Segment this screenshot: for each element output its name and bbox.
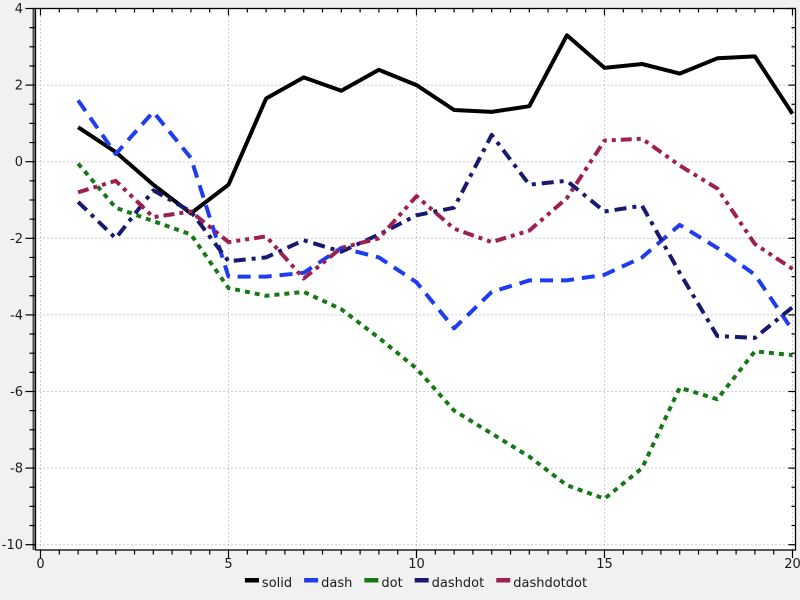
- series-line-dashdotdot: [77, 136, 794, 281]
- x-axis-tick-label: 20: [784, 557, 800, 572]
- legend-label-dashdotdot: dashdotdot: [513, 576, 587, 591]
- series-line-dash: [76, 99, 795, 332]
- legend-label-dash: dash: [321, 576, 352, 591]
- series-line-dashdot: [76, 132, 794, 340]
- legend-item-dashdot: dashdot: [414, 576, 485, 591]
- y-axis-tick-label: 4: [15, 2, 23, 17]
- series-line-dot: [76, 162, 793, 501]
- x-axis-tick-label: 10: [408, 557, 425, 572]
- y-axis-tick-label: -2: [10, 232, 23, 247]
- legend-label-solid: solid: [262, 576, 292, 591]
- legend-item-solid: solid: [244, 576, 292, 591]
- plot-border: [34, 7, 797, 551]
- y-axis-tick-label: -8: [10, 462, 23, 477]
- legend-swatch-dashdot: [414, 578, 429, 583]
- legend-swatch-dot: [364, 578, 379, 583]
- legend-swatch-solid: [244, 578, 259, 583]
- legend-label-dashdot: dashdot: [432, 576, 485, 591]
- legend-item-dashdotdot: dashdotdot: [496, 576, 587, 591]
- legend-swatch-dashdotdot: [496, 578, 511, 583]
- y-axis-tick-label: 2: [15, 79, 23, 94]
- legend-item-dash: dash: [304, 576, 352, 591]
- legend-swatch-dash: [304, 578, 319, 583]
- y-axis-tick-label: -6: [10, 385, 23, 400]
- x-axis-tick-label: 0: [36, 557, 44, 572]
- x-axis-tick-label: 5: [224, 557, 232, 572]
- x-axis-tick-label: 15: [596, 557, 613, 572]
- y-axis-tick-label: -4: [10, 308, 23, 323]
- legend-item-dot: dot: [364, 576, 403, 591]
- series-line-solid: [76, 33, 795, 216]
- ticks: [25, 7, 796, 558]
- y-axis-tick-label: 0: [15, 155, 23, 170]
- series-group: [76, 33, 795, 501]
- y-axis-tick-label: -10: [2, 538, 23, 553]
- legend-label-dot: dot: [381, 576, 402, 591]
- legend: solid dash dot dashdot dashdotdot: [244, 576, 587, 591]
